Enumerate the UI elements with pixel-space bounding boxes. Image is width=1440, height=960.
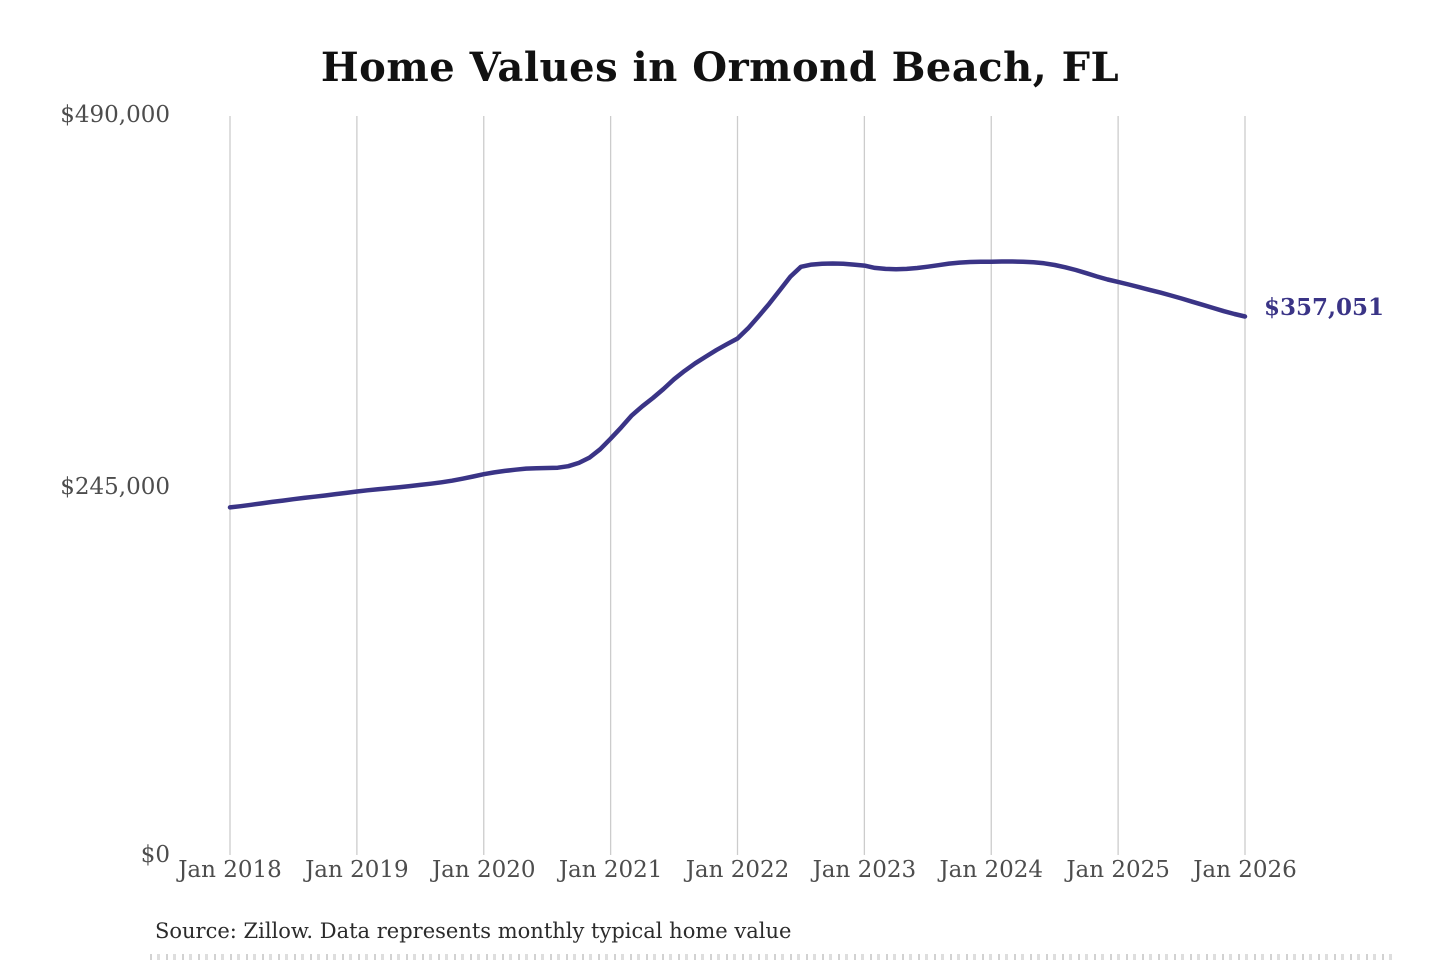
x-axis-tick-label-jan-2025: Jan 2025 <box>1066 857 1170 883</box>
x-axis-tick-label-jan-2018: Jan 2018 <box>178 857 282 883</box>
clipped-text-row <box>150 954 1395 960</box>
y-axis-tick-label-490000: $490,000 <box>60 102 170 128</box>
x-axis-tick-label-jan-2022: Jan 2022 <box>685 857 790 883</box>
chart-title: Home Values in Ormond Beach, FL <box>320 44 1120 91</box>
x-axis-tick-label-jan-2020: Jan 2020 <box>431 857 536 883</box>
y-axis-tick-label-0: $0 <box>140 842 170 868</box>
x-axis-tick-label-jan-2019: Jan 2019 <box>305 857 409 883</box>
y-axis-tick-label-245000: $245,000 <box>60 474 170 500</box>
home-value-line <box>227 259 1248 510</box>
x-axis-tick-label-jan-2021: Jan 2021 <box>558 857 663 883</box>
source-note: Source: Zillow. Data represents monthly … <box>155 919 792 943</box>
x-axis-tick-label-jan-2026: Jan 2026 <box>1193 857 1297 883</box>
current-value-label: $357,051 <box>1264 294 1385 321</box>
x-axis-tick-label-jan-2024: Jan 2024 <box>939 857 1044 883</box>
x-axis-tick-label-jan-2023: Jan 2023 <box>812 857 917 883</box>
